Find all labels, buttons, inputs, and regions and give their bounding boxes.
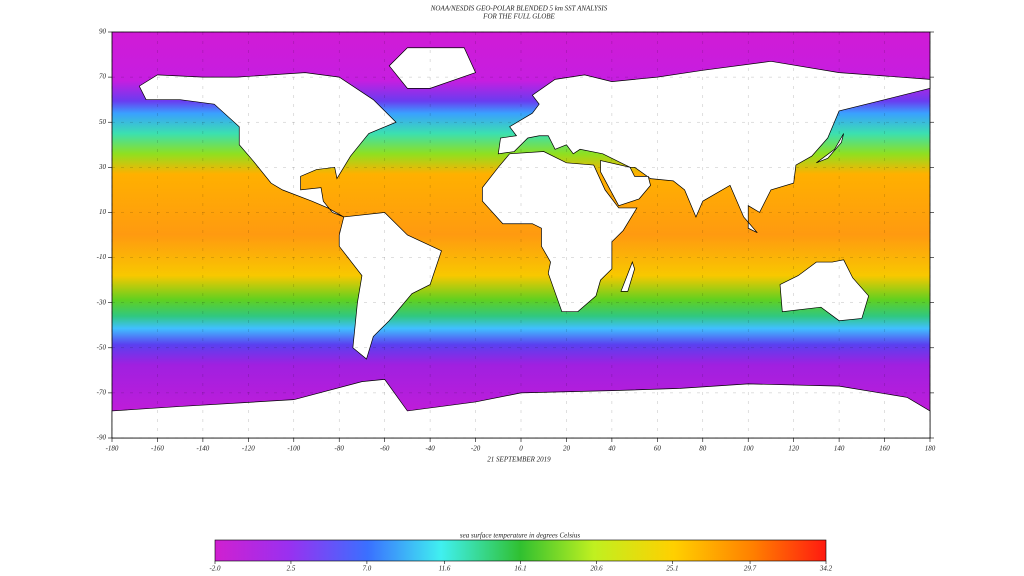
y-tick-label: 70	[99, 73, 107, 81]
x-tick-label: -160	[151, 445, 164, 453]
x-tick-label: 0	[519, 445, 523, 453]
x-tick-label: 60	[654, 445, 662, 453]
x-tick-label: -140	[196, 445, 209, 453]
y-tick-label: 30	[98, 163, 107, 171]
x-tick-label: 180	[925, 445, 936, 453]
x-tick-label: 100	[743, 445, 754, 453]
x-tick-label: 160	[879, 445, 890, 453]
x-tick-label: 40	[608, 445, 616, 453]
y-tick-label: -70	[97, 388, 107, 396]
x-tick-label: -100	[287, 445, 300, 453]
y-tick-label: 50	[99, 118, 107, 126]
x-tick-label: -120	[242, 445, 255, 453]
x-tick-label: 120	[788, 445, 799, 453]
title-line: NOAA/NESDIS GEO-POLAR BLENDED 5 km SST A…	[430, 5, 608, 13]
x-tick-label: -40	[425, 445, 435, 453]
y-tick-label: -50	[97, 343, 107, 351]
y-tick-label: -30	[97, 298, 107, 306]
colorbar-tick-label: 2.5	[287, 565, 296, 573]
x-tick-label: -60	[380, 445, 390, 453]
x-tick-label: -180	[106, 445, 119, 453]
colorbar-tick-label: 20.6	[590, 565, 603, 573]
colorbar-tick-label: 29.7	[744, 565, 757, 573]
colorbar-tick-label: 16.1	[514, 565, 526, 573]
land-masses	[112, 48, 930, 438]
x-tick-label: 80	[699, 445, 707, 453]
x-tick-label: 20	[563, 445, 571, 453]
colorbar-tick-label: -2.0	[209, 565, 221, 573]
y-tick-label: -90	[97, 434, 107, 442]
colorbar-tick-label: 25.1	[666, 565, 678, 573]
colorbar-tick-label: 7.0	[363, 565, 372, 573]
y-tick-label: 10	[99, 208, 107, 216]
colorbar-tick-label: 11.6	[439, 565, 451, 573]
y-tick-label: 90	[99, 28, 107, 36]
x-tick-label: 140	[834, 445, 845, 453]
title-line: FOR THE FULL GLOBE	[482, 13, 555, 21]
x-tick-label: -80	[335, 445, 345, 453]
analysis-date: 21 SEPTEMBER 2019	[487, 456, 551, 464]
colorbar-label: sea surface temperature in degrees Celsi…	[460, 532, 580, 540]
colorbar	[214, 539, 827, 562]
x-tick-label: -20	[471, 445, 481, 453]
y-tick-label: -10	[97, 253, 107, 261]
colorbar-tick-label: 34.2	[819, 565, 833, 573]
